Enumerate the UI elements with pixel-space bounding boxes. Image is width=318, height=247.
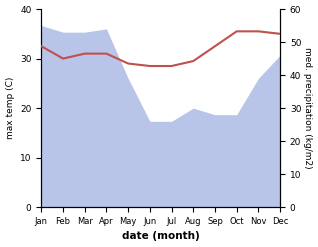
- X-axis label: date (month): date (month): [122, 231, 200, 242]
- Y-axis label: max temp (C): max temp (C): [5, 77, 15, 139]
- Y-axis label: med. precipitation (kg/m2): med. precipitation (kg/m2): [303, 47, 313, 169]
